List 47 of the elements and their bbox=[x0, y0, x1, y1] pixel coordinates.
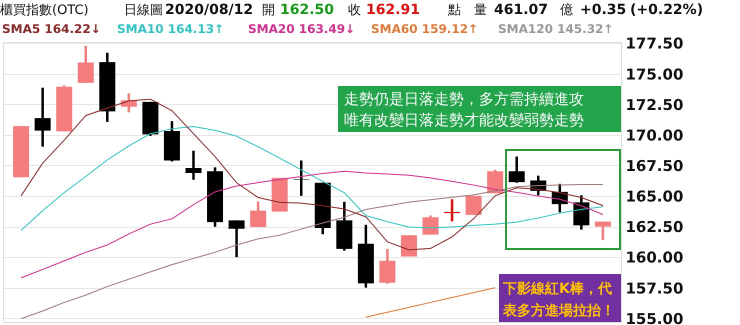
candlestick bbox=[466, 194, 482, 216]
candlestick bbox=[422, 214, 439, 236]
y-tick-label: 162.50 bbox=[626, 218, 684, 236]
y-tick-label: 157.50 bbox=[626, 279, 684, 298]
text: SMA10 164.13↑ bbox=[117, 22, 224, 36]
text: +0.35 bbox=[580, 2, 626, 18]
y-tick-label: 172.50 bbox=[626, 96, 684, 114]
text: 162.91 bbox=[366, 2, 420, 18]
candlestick bbox=[34, 86, 51, 148]
candlestick bbox=[379, 248, 396, 285]
text: 億 bbox=[560, 3, 573, 18]
line-series bbox=[365, 287, 496, 318]
candlestick bbox=[228, 219, 245, 258]
y-tick-label: 177.50 bbox=[626, 34, 684, 53]
annotation: 表多方進場拉抬！ bbox=[502, 302, 615, 319]
chart-title: 櫃買指數(OTC) bbox=[0, 3, 89, 18]
text: SMA20 163.49↓ bbox=[248, 22, 356, 36]
candlestick bbox=[573, 194, 590, 231]
text: SMA120 145.32↑ bbox=[498, 22, 614, 36]
text: SMA60 159.12↑ bbox=[371, 22, 478, 36]
annotation: 唯有改變日落走勢才能改變弱勢走勢 bbox=[344, 111, 584, 129]
chart-subtitle: 日線圖 bbox=[124, 3, 163, 18]
text: 2020/08/12 bbox=[165, 2, 254, 18]
text: 461.07 bbox=[494, 2, 548, 18]
text: 量 bbox=[474, 3, 487, 18]
text: 162.50 bbox=[280, 2, 334, 18]
line-series bbox=[20, 170, 604, 278]
candlestick bbox=[508, 155, 525, 184]
text: 點 bbox=[447, 3, 461, 18]
text: 開 bbox=[262, 3, 275, 18]
text: 收 bbox=[348, 3, 361, 18]
candlestick bbox=[400, 234, 417, 258]
y-tick-label: 160.00 bbox=[626, 248, 684, 267]
text: (+0.22%) bbox=[630, 2, 704, 18]
candlestick bbox=[250, 200, 266, 228]
candlestick bbox=[78, 44, 94, 84]
candlestick bbox=[594, 220, 611, 242]
y-tick-label: 167.50 bbox=[626, 156, 684, 175]
y-tick-label: 170.00 bbox=[626, 126, 684, 144]
annotation: 走勢仍是日落走勢，多方需持續進攻 bbox=[344, 90, 584, 108]
y-tick-label: 165.00 bbox=[626, 188, 684, 206]
candlestick bbox=[487, 168, 504, 194]
candlestick bbox=[185, 149, 202, 182]
y-tick-label: 155.00 bbox=[626, 310, 684, 325]
text: SMA5 164.22↓ bbox=[2, 22, 101, 36]
y-tick-label: 175.00 bbox=[626, 65, 684, 84]
annotation: 下影線紅K棒，代 bbox=[502, 281, 612, 297]
